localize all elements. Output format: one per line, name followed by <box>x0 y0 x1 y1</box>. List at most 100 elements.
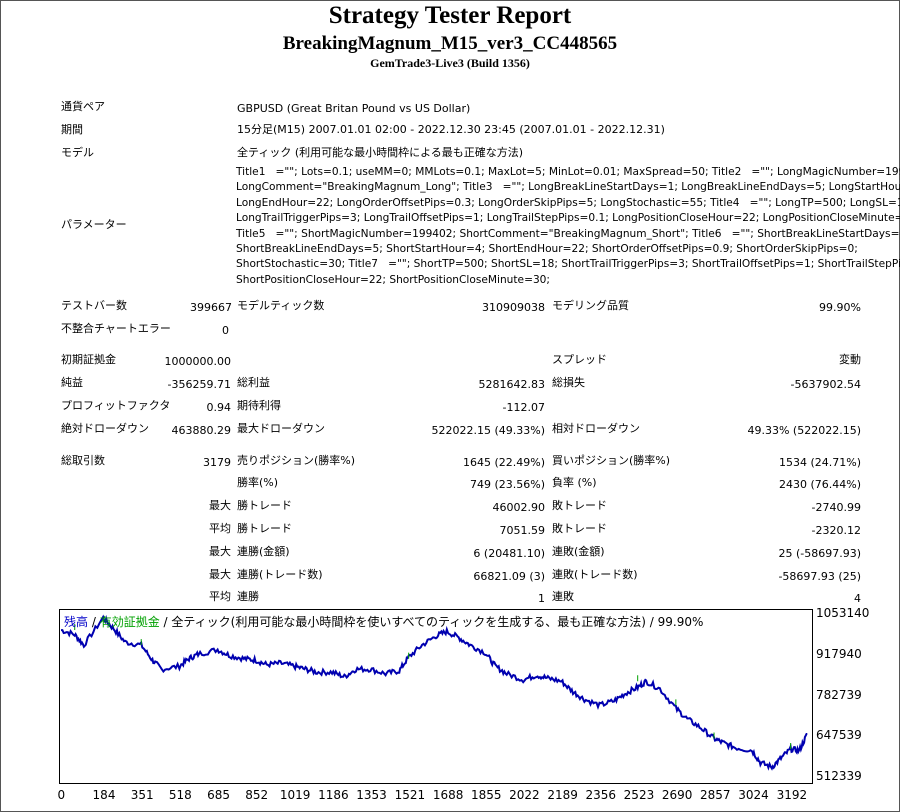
params-line: LongTrailTriggerPips=3; LongTrailOffsetP… <box>236 212 900 225</box>
period-value: 15分足(M15) 2007.01.01 02:00 - 2022.12.30 … <box>237 123 665 136</box>
max-label-2: 最大 <box>209 545 231 558</box>
x-tick-label: 852 <box>245 788 269 802</box>
expected-value: -112.07 <box>502 401 545 414</box>
max-consec-loss-label: 連敗(金額) <box>552 545 605 558</box>
short-pos-value: 1645 (22.49%) <box>462 456 545 469</box>
y-tick-label: 1053140 <box>816 606 870 620</box>
x-tick-label: 1521 <box>394 788 426 802</box>
pair-value: GBPUSD (Great Britan Pound vs US Dollar) <box>237 102 471 115</box>
x-tick-label: 3024 <box>738 788 769 802</box>
params-label: パラメーター <box>61 218 127 231</box>
win-rate-value: 749 (23.56%) <box>469 478 545 491</box>
rel-dd-value: 49.33% (522022.15) <box>747 424 861 437</box>
max-label-3: 最大 <box>209 568 231 581</box>
gross-profit-label: 総利益 <box>237 376 270 389</box>
ticks-label: モデルティック数 <box>237 299 325 312</box>
params-line: ShortBreakLineEndDays=5; ShortStartHour=… <box>236 243 858 256</box>
total-trades-label: 総取引数 <box>61 454 105 467</box>
x-tick-label: 2189 <box>547 788 578 802</box>
max-dd-value: 522022.15 (49.33%) <box>431 424 545 437</box>
avg-consec-loss-value: 4 <box>854 592 861 605</box>
max-consec-lossamt-label: 連敗(トレード数) <box>552 568 638 581</box>
pair-label: 通貨ペア <box>61 100 105 113</box>
report-title: Strategy Tester Report <box>328 2 572 29</box>
x-tick-label: 1688 <box>432 788 464 802</box>
x-tick-label: 184 <box>92 788 116 802</box>
loss-rate-value: 2430 (76.44%) <box>778 478 861 491</box>
avg-loss-value: -2320.12 <box>811 524 861 537</box>
y-tick-label: 782739 <box>816 687 862 702</box>
model-label: モデル <box>61 146 94 159</box>
spread-value: 変動 <box>839 353 861 366</box>
model-value: 全ティック (利用可能な最小時間枠による最も正確な方法) <box>237 146 524 159</box>
avg-label-1: 平均 <box>209 522 231 535</box>
params-text: Title1 =""; Lots=0.1; useMM=0; MMLots=0.… <box>236 165 900 288</box>
x-tick-label: 2022 <box>509 788 540 802</box>
avg-label-2: 平均 <box>209 590 231 603</box>
ticks-value: 310909038 <box>482 301 545 314</box>
legend-rest: / 全ティック(利用可能な最小時間枠を使いすべてのティックを生成する、最も正確な… <box>159 615 704 629</box>
avg-consec-win-label: 連勝 <box>237 590 259 603</box>
avg-loss-label: 敗トレード <box>552 522 607 535</box>
legend-equity: 有効証拠金 <box>99 615 160 629</box>
x-tick-label: 518 <box>168 788 192 802</box>
params-line: LongEndHour=22; LongOrderOffsetPips=0.3;… <box>236 196 900 209</box>
params-line: Title1 =""; Lots=0.1; useMM=0; MMLots=0.… <box>236 166 900 178</box>
x-tick-label: 3192 <box>776 788 808 802</box>
pf-label: プロフィットファクタ <box>61 399 171 412</box>
y-tick-label: 917940 <box>816 646 862 661</box>
legend-balance: 残高 <box>64 615 89 629</box>
x-tick-label: 1855 <box>471 788 502 802</box>
net-value: -356259.71 <box>167 378 231 391</box>
x-tick-label: 685 <box>207 788 230 802</box>
gross-loss-value: -5637902.54 <box>790 378 861 391</box>
params-line: ShortPositionCloseHour=22; ShortPosition… <box>236 273 550 286</box>
x-tick-label: 1353 <box>356 788 387 802</box>
bars-label: テストバー数 <box>61 299 127 312</box>
long-pos-label: 買いポジション(勝率%) <box>552 454 671 467</box>
y-tick-label: 647539 <box>816 728 862 743</box>
period-label: 期間 <box>61 123 83 136</box>
pf-value: 0.94 <box>206 401 232 414</box>
x-tick-label: 2690 <box>661 788 693 802</box>
params-line: Title5 =""; ShortMagicNumber=199402; Sho… <box>236 227 900 240</box>
chart-legend: 残高 / 有効証拠金 / 全ティック(利用可能な最小時間枠を使いすべてのティック… <box>64 613 703 630</box>
avg-win-value: 7051.59 <box>499 524 546 537</box>
deposit-value: 1000000.00 <box>164 355 231 368</box>
win-rate-label: 勝率(%) <box>237 476 279 489</box>
x-tick-label: 1186 <box>318 788 349 802</box>
short-pos-label: 売りポジション(勝率%) <box>237 454 356 467</box>
expected-label: 期待利得 <box>237 399 281 412</box>
quality-value: 99.90% <box>819 301 861 314</box>
params-line: ShortStochastic=30; Title7 =""; ShortTP=… <box>236 258 900 271</box>
gross-profit-value: 5281642.83 <box>478 378 545 391</box>
avg-win-label: 勝トレード <box>237 522 292 535</box>
mismatch-label: 不整合チャートエラー <box>61 322 171 335</box>
abs-dd-value: 463880.29 <box>171 424 232 437</box>
worst-trade-label: 敗トレード <box>552 499 607 512</box>
chart-lines <box>61 614 808 771</box>
legend-sep: / <box>88 615 100 629</box>
avg-consec-loss-label: 連敗 <box>552 590 574 603</box>
x-tick-label: 2356 <box>585 788 617 802</box>
deposit-label: 初期証拠金 <box>61 353 116 366</box>
quality-label: モデリング品質 <box>552 299 629 312</box>
x-tick-label: 0 <box>57 788 66 802</box>
max-label-1: 最大 <box>209 499 231 512</box>
max-consec-loss-value: 25 (-58697.93) <box>778 547 861 560</box>
balance-chart <box>59 609 813 784</box>
x-tick-label: 351 <box>130 788 154 802</box>
x-tick-label: 2523 <box>623 788 655 802</box>
bars-value: 399667 <box>190 301 232 314</box>
max-consec-win-label: 連勝(金額) <box>237 545 290 558</box>
ea-name: BreakingMagnum_M15_ver3_CC448565 <box>282 33 618 54</box>
net-label: 純益 <box>61 376 83 389</box>
worst-trade-value: -2740.99 <box>811 501 861 514</box>
rel-dd-label: 相対ドローダウン <box>552 422 640 435</box>
params-line: LongComment="BreakingMagnum_Long"; Title… <box>236 181 900 194</box>
max-consec-lossamt-value: -58697.93 (25) <box>778 570 861 583</box>
max-dd-label: 最大ドローダウン <box>237 422 325 435</box>
gross-loss-label: 総損失 <box>552 376 585 389</box>
avg-consec-win-value: 1 <box>538 592 545 605</box>
chart-border <box>59 609 813 784</box>
